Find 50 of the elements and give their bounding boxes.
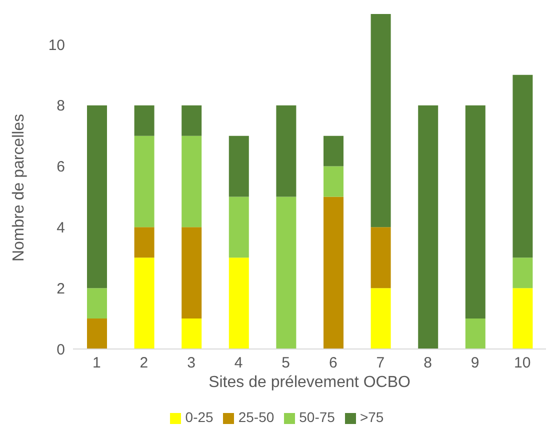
bar <box>228 136 249 197</box>
bar <box>418 105 438 349</box>
bar <box>134 105 154 136</box>
bar <box>324 166 344 197</box>
bar <box>324 196 344 349</box>
bar <box>465 105 486 319</box>
legend-label: 25-50 <box>238 409 274 425</box>
bar <box>276 105 296 197</box>
bar <box>182 227 202 319</box>
x-tick-label: 1 <box>92 354 101 372</box>
legend-label: 50-75 <box>299 409 335 425</box>
legend-label: 0-25 <box>185 409 214 425</box>
x-axis-title: Sites de prélevement OCBO <box>208 374 410 391</box>
y-tick-label: 4 <box>56 220 65 237</box>
bar <box>370 14 391 228</box>
x-tick-label: 6 <box>328 354 338 372</box>
x-tick-label: 5 <box>282 354 290 372</box>
bar <box>134 227 154 258</box>
y-tick-label: 8 <box>56 98 65 115</box>
bar <box>370 227 391 288</box>
bar <box>228 258 249 349</box>
bar <box>134 136 154 228</box>
bar <box>182 136 202 228</box>
y-tick-label: 0 <box>56 341 65 358</box>
y-axis-title: Nombre de parcelles <box>10 114 28 262</box>
x-tick-label: 8 <box>424 354 432 372</box>
bar <box>276 196 296 349</box>
bar <box>465 318 486 349</box>
x-tick-label: 2 <box>140 354 148 372</box>
y-tick-label: 6 <box>56 158 65 176</box>
bar <box>512 74 533 258</box>
y-tick-label: 10 <box>48 36 65 54</box>
bar <box>370 288 391 349</box>
bar <box>182 318 202 349</box>
bar <box>87 318 107 349</box>
bar <box>324 136 344 166</box>
x-tick-label: 3 <box>187 354 196 372</box>
y-tick-label: 2 <box>56 280 65 298</box>
bar <box>228 196 249 258</box>
x-tick-label: 7 <box>376 354 385 372</box>
bar <box>182 105 202 136</box>
x-tick-label: 10 <box>514 354 531 372</box>
bar <box>87 288 107 319</box>
x-tick-label: 9 <box>470 354 480 372</box>
x-tick-label: 4 <box>234 354 243 372</box>
bar <box>87 105 107 288</box>
bar <box>134 258 154 349</box>
bar <box>512 288 533 349</box>
legend-label: >75 <box>360 409 384 425</box>
bar <box>512 258 533 288</box>
